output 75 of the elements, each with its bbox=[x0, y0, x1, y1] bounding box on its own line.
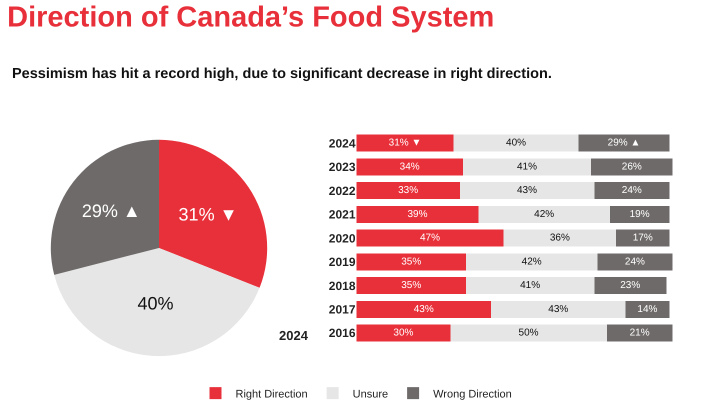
bar bbox=[460, 182, 594, 200]
data-label: 47% bbox=[420, 232, 440, 244]
pie-slice bbox=[54, 248, 260, 356]
data-label: 36% bbox=[550, 232, 570, 244]
data-label: 17% bbox=[632, 232, 653, 244]
data-label: 43% bbox=[414, 304, 434, 315]
legend-label: Wrong Direction bbox=[433, 388, 512, 400]
bar bbox=[504, 230, 616, 247]
bar bbox=[356, 206, 479, 223]
legend-label: Unsure bbox=[352, 388, 388, 400]
data-label: 39% bbox=[407, 208, 428, 220]
data-label: 31% ▼ bbox=[178, 204, 238, 225]
y-tick-label: 2016 bbox=[328, 326, 356, 340]
data-label: 35% bbox=[401, 256, 422, 268]
data-label: 29% ▲ bbox=[608, 138, 640, 149]
bar bbox=[356, 253, 466, 270]
legend-label: Right Direction bbox=[236, 388, 308, 400]
data-label: 21% bbox=[630, 328, 650, 339]
bar bbox=[462, 158, 592, 176]
bar bbox=[453, 134, 579, 152]
bar bbox=[356, 324, 450, 342]
data-label: 23% bbox=[620, 280, 640, 292]
bar bbox=[491, 300, 626, 318]
pie-slice bbox=[158, 140, 268, 288]
bar bbox=[626, 300, 670, 318]
data-label: 30% bbox=[393, 328, 414, 339]
data-label: 24% bbox=[624, 256, 646, 268]
y-tick-label: 2021 bbox=[328, 208, 356, 222]
y-tick-label: 2019 bbox=[328, 255, 356, 270]
bar bbox=[578, 134, 670, 152]
data-label: 42% bbox=[534, 208, 554, 220]
bar bbox=[591, 158, 673, 176]
y-tick-label: 2018 bbox=[328, 278, 356, 293]
data-label: 41% bbox=[516, 161, 538, 172]
data-label: 42% bbox=[522, 256, 542, 268]
bar bbox=[610, 206, 670, 223]
data-label: 34% bbox=[400, 161, 420, 172]
data-label: 43% bbox=[548, 304, 568, 315]
y-tick-label: 2022 bbox=[328, 184, 356, 198]
bar bbox=[356, 230, 504, 247]
bar bbox=[450, 324, 607, 342]
bar bbox=[466, 277, 594, 294]
data-label: 19% bbox=[630, 208, 650, 220]
bar bbox=[616, 230, 670, 247]
data-label: 14% bbox=[637, 304, 658, 315]
bar bbox=[356, 134, 454, 152]
data-label: 40% bbox=[506, 138, 526, 149]
bar bbox=[356, 158, 463, 176]
y-tick-label: 2020 bbox=[328, 231, 356, 246]
bar bbox=[356, 182, 460, 200]
data-label: 31% ▼ bbox=[388, 138, 422, 149]
bar bbox=[594, 182, 670, 200]
bar bbox=[466, 253, 598, 270]
text: 2024 bbox=[279, 328, 309, 343]
data-label: 33% bbox=[398, 185, 418, 196]
bar bbox=[478, 206, 610, 223]
data-label: 41% bbox=[520, 280, 540, 292]
bar bbox=[597, 253, 673, 270]
y-tick-label: 2024 bbox=[328, 136, 356, 150]
bar bbox=[356, 300, 492, 318]
bar bbox=[594, 277, 666, 294]
data-label: 29% ▲ bbox=[82, 200, 141, 221]
bar bbox=[356, 277, 466, 294]
chart-subtitle: Pessimism has hit a record high, due to significant decrease in right direction. bbox=[12, 66, 552, 82]
y-tick-label: 2017 bbox=[328, 302, 356, 317]
data-label: 40% bbox=[138, 293, 174, 314]
data-label: 26% bbox=[622, 161, 642, 172]
chart-title: Direction of Canada’s Food System bbox=[7, 2, 494, 34]
data-label: 43% bbox=[516, 185, 538, 196]
data-label: 24% bbox=[622, 185, 642, 196]
y-tick-label: 2023 bbox=[328, 160, 356, 174]
data-label: 50% bbox=[518, 328, 539, 339]
pie-slice bbox=[50, 140, 159, 275]
bar bbox=[606, 324, 673, 342]
data-label: 35% bbox=[401, 280, 422, 292]
